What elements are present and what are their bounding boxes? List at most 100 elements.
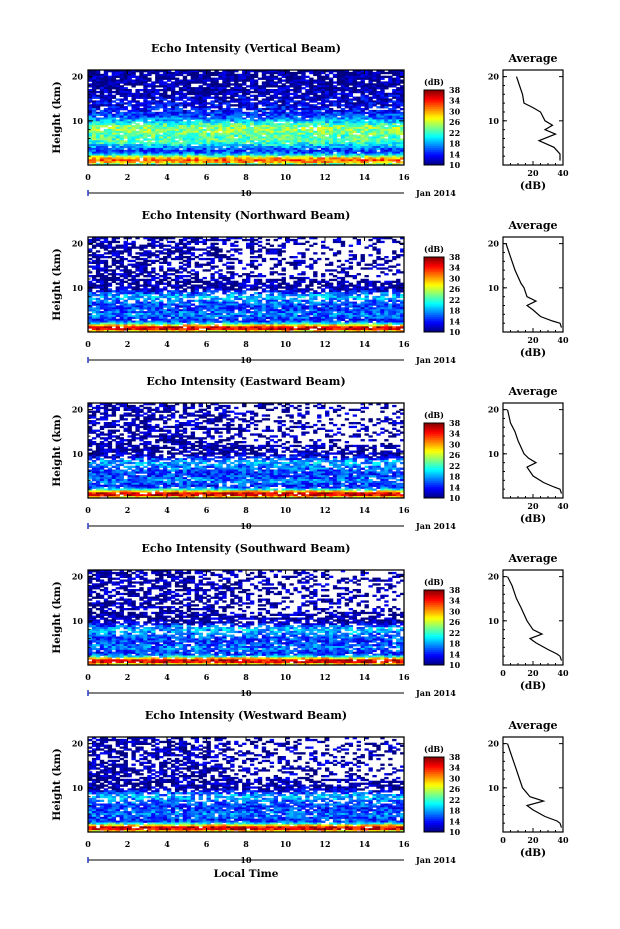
heatmap-cell xyxy=(103,142,109,145)
heatmap-cell xyxy=(352,79,357,82)
heatmap-cell xyxy=(368,71,373,75)
heatmap-cell xyxy=(151,138,156,141)
heatmap-cell xyxy=(123,324,128,327)
heatmap-cell xyxy=(111,276,117,280)
beam-panel: Echo Intensity (Northward Beam)0 2 4 6 8 10 12… xyxy=(51,209,569,365)
heatmap-cell xyxy=(325,81,330,84)
heatmap-cell xyxy=(376,127,381,130)
heatmap-cell xyxy=(91,108,97,111)
heatmap-cell xyxy=(214,115,219,118)
heatmap-cell xyxy=(360,113,365,116)
heatmap-cell xyxy=(127,115,132,118)
heatmap-cell xyxy=(111,250,117,253)
heatmap-cell xyxy=(143,280,148,283)
heatmap-cell xyxy=(289,123,294,126)
heatmap-cell xyxy=(167,75,172,78)
heatmap-cell xyxy=(167,100,172,103)
heatmap-cell xyxy=(332,102,338,105)
heatmap-cell xyxy=(368,89,373,92)
heatmap-cell xyxy=(328,159,334,162)
heatmap-cell xyxy=(210,111,215,115)
heatmap-cell xyxy=(190,316,196,320)
heatmap-cell xyxy=(364,130,369,134)
heatmap-cell xyxy=(194,79,199,82)
heatmap-cell xyxy=(376,153,381,156)
heatmap-cell xyxy=(305,79,310,82)
heatmap-cell xyxy=(400,102,405,105)
heatmap-cell xyxy=(380,109,385,113)
heatmap-cell xyxy=(388,111,393,115)
heatmap-cell xyxy=(91,79,97,82)
heatmap-cell xyxy=(364,138,369,141)
heatmap-cell xyxy=(206,286,211,289)
heatmap-cell xyxy=(143,92,148,96)
heatmap-cell xyxy=(182,85,188,88)
heatmap-cell xyxy=(242,100,247,103)
heatmap-cell xyxy=(392,71,397,75)
heatmap-cell xyxy=(265,157,271,160)
heatmap-cell xyxy=(218,89,223,92)
heatmap-cell xyxy=(135,261,140,264)
heatmap-cell xyxy=(396,127,401,130)
heatmap-cell xyxy=(95,286,101,289)
heatmap-cell xyxy=(178,311,184,314)
heatmap-cell xyxy=(194,147,199,151)
heatmap-cell xyxy=(190,111,196,115)
heatmap-cell xyxy=(190,292,196,295)
heatmap-cell xyxy=(155,326,160,329)
heatmap-cell xyxy=(317,163,322,166)
heatmap-cell xyxy=(155,292,160,295)
heatmap-cell xyxy=(111,290,117,293)
heatmap-cell xyxy=(214,71,219,75)
heatmap-cell xyxy=(400,108,405,111)
heatmap-cell xyxy=(115,254,120,257)
heatmap-cell xyxy=(348,159,354,162)
heatmap-cell xyxy=(313,159,318,162)
heatmap-cell xyxy=(155,102,160,105)
heatmap-cell xyxy=(107,250,113,253)
heatmap-cell xyxy=(253,125,259,128)
heatmap-cell xyxy=(376,102,381,105)
heatmap-cell xyxy=(88,108,93,111)
heatmap-cell xyxy=(218,259,223,263)
heatmap-cell xyxy=(143,290,148,293)
heatmap-cell xyxy=(230,70,235,73)
heatmap-cell xyxy=(210,132,215,135)
heatmap-cell xyxy=(202,324,207,327)
heatmap-cell xyxy=(155,237,160,240)
heatmap-cell xyxy=(111,79,117,82)
heatmap-cell xyxy=(261,138,267,141)
heatmap-cell xyxy=(222,87,227,90)
heatmap-cell xyxy=(257,102,263,105)
heatmap-cell xyxy=(198,313,203,316)
heatmap-cell xyxy=(119,297,124,301)
heatmap-cell xyxy=(364,127,369,130)
heatmap-cell xyxy=(261,71,267,75)
heatmap-cell xyxy=(163,257,168,261)
heatmap-cell xyxy=(273,70,278,73)
heatmap-cell xyxy=(91,159,97,162)
heatmap-cell xyxy=(182,104,188,107)
heatmap-cell xyxy=(321,136,326,139)
colorbar-tick-label: 38 xyxy=(449,85,461,95)
heatmap-cell xyxy=(376,132,381,135)
heatmap-cell xyxy=(147,290,152,293)
heatmap-cell xyxy=(348,94,354,97)
heatmap-cell xyxy=(281,92,286,96)
heatmap-cell xyxy=(95,127,101,130)
heatmap-cell xyxy=(111,127,117,130)
heatmap-cell xyxy=(155,71,160,75)
profile-x-tick-label: 20 xyxy=(527,168,539,178)
heatmap-cell xyxy=(384,157,389,160)
heatmap-cell xyxy=(234,130,239,134)
heatmap-cell xyxy=(99,286,105,289)
heatmap-cell xyxy=(167,295,172,299)
heatmap-cell xyxy=(336,83,342,86)
heatmap-cell xyxy=(139,328,144,331)
heatmap-cell xyxy=(111,123,117,126)
heatmap-cell xyxy=(380,119,385,122)
heatmap-cell xyxy=(135,111,140,115)
heatmap-cell xyxy=(253,79,259,82)
heatmap-cell xyxy=(194,153,199,156)
heatmap-cell xyxy=(103,278,109,282)
